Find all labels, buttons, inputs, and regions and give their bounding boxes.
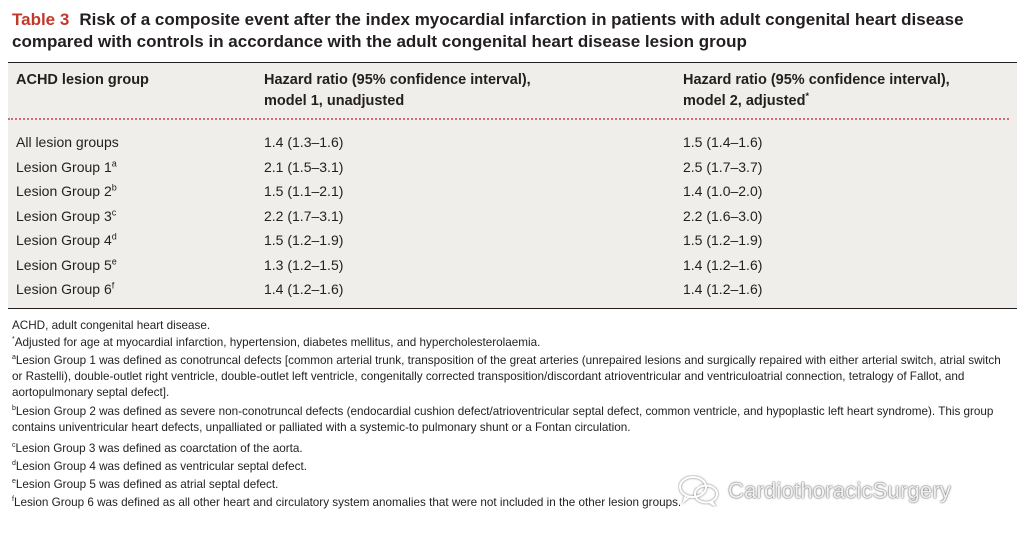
header-model2-line2: model 2, adjusted* (683, 91, 809, 109)
model1-hr-cell: 1.5 (1.1–2.1) (264, 183, 344, 199)
model1-hr-cell: 1.5 (1.2–1.9) (264, 232, 344, 248)
header-model2-footnote-mark: * (805, 91, 809, 102)
lesion-group-cell: Lesion Group 2b (16, 182, 117, 199)
lesion-group-cell: Lesion Group 4d (16, 231, 117, 248)
header-model1: Hazard ratio (95% confidence interval), … (264, 70, 531, 112)
model1-hr-cell: 2.1 (1.5–3.1) (264, 158, 344, 175)
model2-hr-cell: 1.4 (1.2–1.6) (683, 256, 763, 273)
table-panel (8, 62, 1017, 309)
header-lesion-group: ACHD lesion group (16, 72, 149, 88)
model1-hr-cell: 1.4 (1.3–1.6) (264, 134, 344, 150)
model1-hr-cell: 2.2 (1.7–3.1) (264, 207, 344, 224)
footnote-c: cLesion Group 3 was defined as coarctati… (12, 442, 303, 455)
footnote-e: eLesion Group 5 was defined as atrial se… (12, 478, 279, 491)
table-row: All lesion groups 1.4 (1.3–1.6) 1.5 (1.4… (8, 130, 1017, 154)
table-caption: Risk of a composite event after the inde… (12, 10, 964, 51)
header-dotted-rule (8, 118, 1009, 120)
header-model1-line1: Hazard ratio (95% confidence interval), (264, 72, 531, 88)
footnote-d: dLesion Group 4 was defined as ventricul… (12, 460, 307, 473)
model2-hr-cell: 2.2 (1.6–3.0) (683, 207, 763, 224)
header-model2-line1: Hazard ratio (95% confidence interval), (683, 72, 950, 88)
model1-hr-cell: 1.4 (1.2–1.6) (264, 281, 344, 297)
model1-hr-cell: 1.3 (1.2–1.5) (264, 256, 344, 273)
lesion-group-cell: Lesion Group 1a (16, 157, 117, 175)
lesion-group-cell: Lesion Group 5e (16, 255, 117, 273)
model2-hr-cell: 1.4 (1.2–1.6) (683, 281, 763, 297)
table-row: Lesion Group 6f 1.4 (1.2–1.6) 1.4 (1.2–1… (8, 277, 1017, 301)
table-row: Lesion Group 3c 2.2 (1.7–3.1) 2.2 (1.6–3… (8, 204, 1017, 228)
model2-hr-cell: 2.5 (1.7–3.7) (683, 158, 763, 175)
footnote-a: aLesion Group 1 was defined as conotrunc… (12, 354, 1001, 400)
table-title: Table 3 Risk of a composite event after t… (12, 9, 1017, 53)
header-model2: Hazard ratio (95% confidence interval), … (683, 70, 950, 112)
footnote-b: bLesion Group 2 was defined as severe no… (12, 405, 994, 435)
wechat-icon (679, 476, 718, 507)
table-row: Lesion Group 5e 1.3 (1.2–1.5) 1.4 (1.2–1… (8, 253, 1017, 277)
table-bottom-rule (8, 308, 1017, 309)
watermark: CardiothoracicSurgery (678, 476, 952, 507)
header-model1-line2: model 1, unadjusted (264, 93, 405, 109)
model2-hr-cell: 1.5 (1.2–1.9) (683, 232, 763, 248)
footnote-abbreviation: ACHD, adult congenital heart disease. (12, 319, 211, 332)
footnote-star: *Adjusted for age at myocardial infarcti… (12, 336, 541, 349)
watermark-text: CardiothoracicSurgery (728, 478, 952, 503)
lesion-group-cell: Lesion Group 6f (16, 280, 115, 297)
footnote-f: fLesion Group 6 was defined as all other… (12, 496, 682, 509)
lesion-group-cell: Lesion Group 3c (16, 206, 117, 224)
table-top-rule (8, 62, 1017, 63)
table-row: Lesion Group 4d 1.5 (1.2–1.9) 1.5 (1.2–1… (8, 228, 1017, 252)
lesion-group-cell: All lesion groups (16, 134, 119, 150)
table-row: Lesion Group 1a 2.1 (1.5–3.1) 2.5 (1.7–3… (8, 155, 1017, 179)
table-number: Table 3 (12, 10, 70, 29)
model2-hr-cell: 1.4 (1.0–2.0) (683, 183, 763, 199)
table-row: Lesion Group 2b 1.5 (1.1–2.1) 1.4 (1.0–2… (8, 179, 1017, 203)
model2-hr-cell: 1.5 (1.4–1.6) (683, 134, 763, 150)
